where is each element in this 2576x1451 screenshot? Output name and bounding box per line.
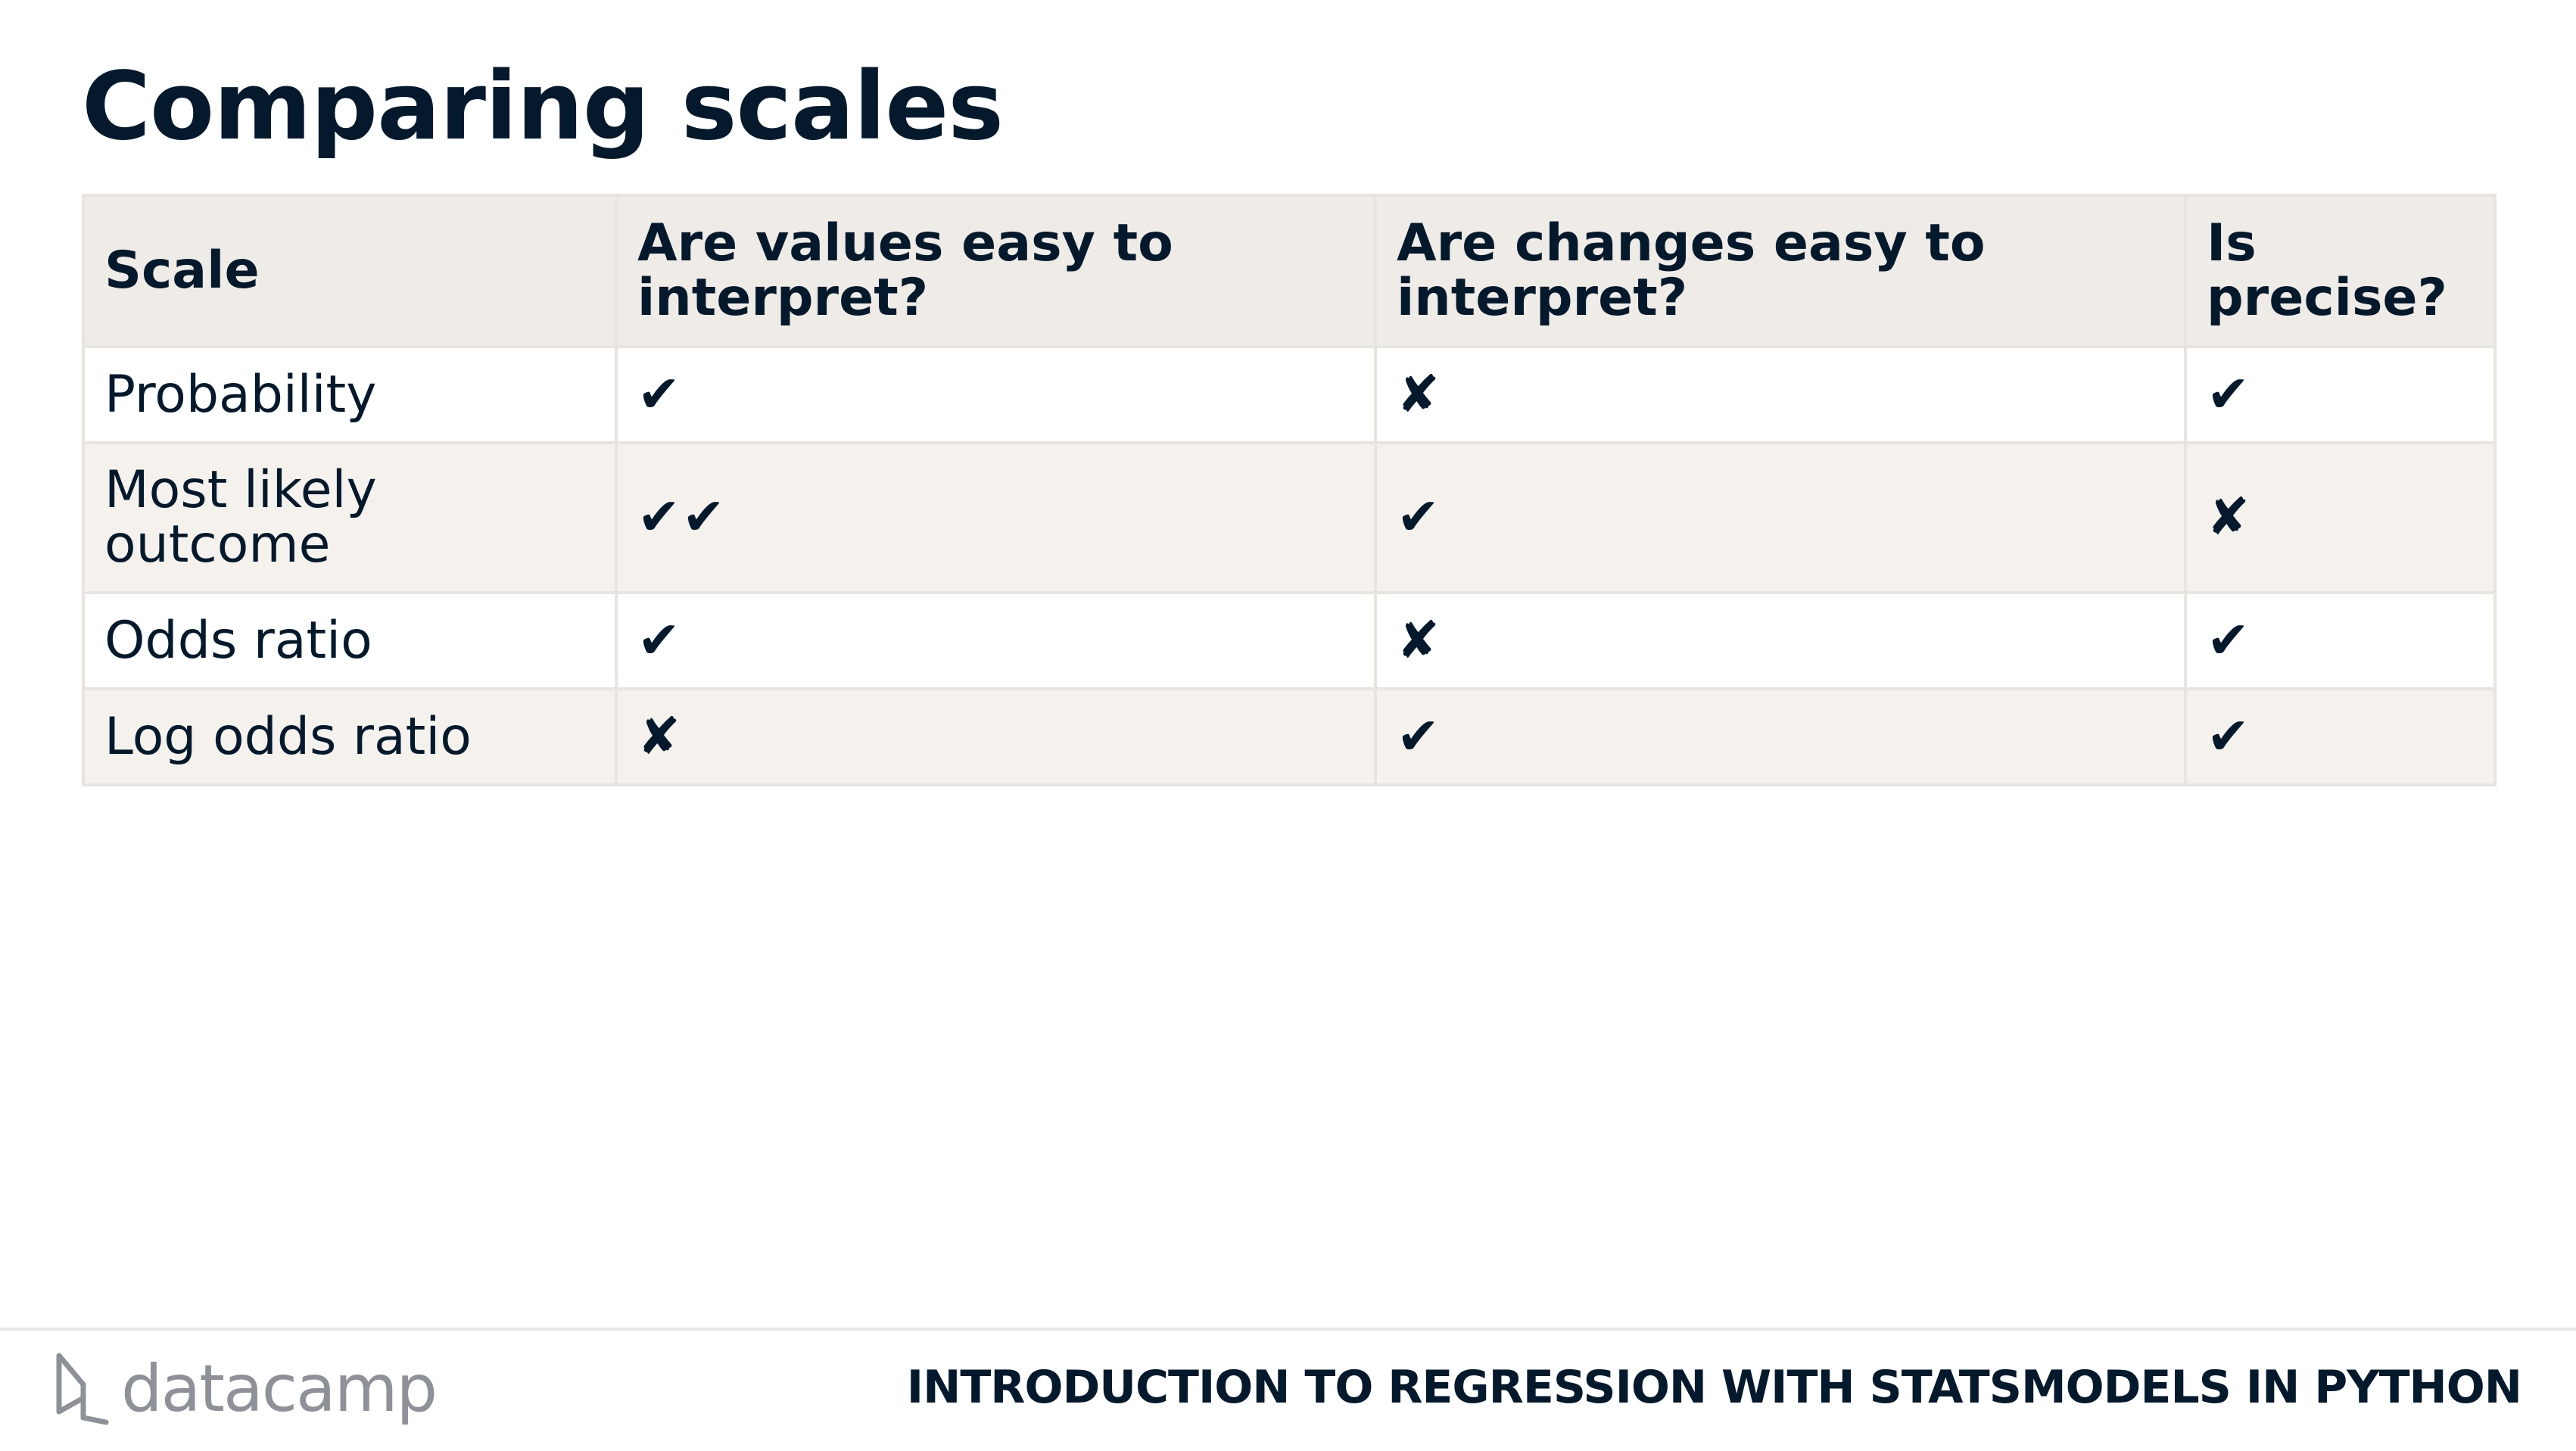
scale-name: Odds ratio: [104, 610, 372, 671]
scale-cell: Log odds ratio: [82, 687, 618, 786]
values-easy-cell: ✔: [615, 345, 1377, 444]
changes-easy-cell: ✘: [1374, 591, 2187, 690]
scale-name: outcome: [104, 515, 331, 574]
footer-divider: [0, 1328, 2576, 1331]
scale-name: Most likely: [104, 460, 377, 520]
values-easy-cell: ✔: [615, 591, 1377, 690]
scale-cell: Odds ratio: [82, 591, 618, 690]
precise-cell: ✔: [2184, 345, 2497, 444]
datacamp-logo: datacamp: [53, 1347, 438, 1431]
table-row: Log odds ratio ✘ ✔ ✔: [82, 687, 2497, 786]
precise-cell: ✘: [2184, 441, 2497, 594]
header-scale: Scale: [82, 194, 618, 348]
table-header-row: Scale Are values easy to interpret? Are …: [82, 194, 2497, 348]
precise-cell: ✔: [2184, 591, 2497, 690]
header-label: interpret?: [1397, 268, 1688, 328]
header-values-easy: Are values easy to interpret?: [615, 194, 1377, 348]
scale-name: Log odds ratio: [104, 706, 472, 767]
precise-cell: ✔: [2184, 687, 2497, 786]
values-easy-cell: ✘: [615, 687, 1377, 786]
slide-title: Comparing scales: [82, 52, 1004, 161]
logo-text: datacamp: [121, 1351, 438, 1427]
datacamp-logo-icon: [56, 1353, 109, 1425]
header-precise: Is precise?: [2184, 194, 2497, 348]
header-label: precise?: [2207, 268, 2447, 328]
table-row: Odds ratio ✔ ✘ ✔: [82, 591, 2497, 690]
scale-cell: Probability: [82, 345, 618, 444]
course-title: INTRODUCTION TO REGRESSION WITH STATSMOD…: [906, 1361, 2522, 1414]
table-row: Most likely outcome ✔✔ ✔ ✘: [82, 441, 2497, 594]
header-label: Is: [2207, 213, 2257, 273]
values-easy-cell: ✔✔: [615, 441, 1377, 594]
header-label: Scale: [104, 241, 260, 300]
table-row: Probability ✔ ✘ ✔: [82, 345, 2497, 444]
changes-easy-cell: ✔: [1374, 441, 2187, 594]
header-changes-easy: Are changes easy to interpret?: [1374, 194, 2187, 348]
changes-easy-cell: ✔: [1374, 687, 2187, 786]
scale-name: Probability: [104, 364, 377, 425]
changes-easy-cell: ✘: [1374, 345, 2187, 444]
header-label: interpret?: [637, 268, 929, 328]
scale-cell: Most likely outcome: [82, 441, 618, 594]
header-label: Are values easy to: [637, 213, 1173, 273]
comparison-table: Scale Are values easy to interpret? Are …: [82, 194, 2497, 786]
header-label: Are changes easy to: [1397, 213, 1986, 273]
